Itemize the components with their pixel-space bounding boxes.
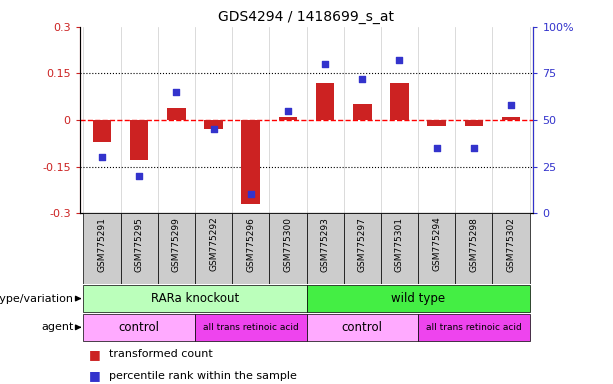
FancyBboxPatch shape <box>492 213 530 284</box>
FancyBboxPatch shape <box>381 213 418 284</box>
Text: percentile rank within the sample: percentile rank within the sample <box>109 371 297 381</box>
Point <box>357 76 367 82</box>
Point <box>395 57 405 63</box>
Bar <box>130 120 148 161</box>
FancyBboxPatch shape <box>83 213 121 284</box>
Text: genotype/variation: genotype/variation <box>0 293 74 304</box>
FancyBboxPatch shape <box>83 285 306 313</box>
Point <box>283 108 293 114</box>
Text: GSM775295: GSM775295 <box>135 217 143 271</box>
Text: ■: ■ <box>89 369 101 382</box>
FancyBboxPatch shape <box>418 313 530 341</box>
Title: GDS4294 / 1418699_s_at: GDS4294 / 1418699_s_at <box>218 10 395 25</box>
Bar <box>93 120 112 142</box>
Text: agent: agent <box>41 322 74 333</box>
Text: GSM775298: GSM775298 <box>470 217 478 271</box>
FancyBboxPatch shape <box>455 213 492 284</box>
Text: wild type: wild type <box>391 292 445 305</box>
FancyBboxPatch shape <box>195 313 306 341</box>
Point <box>246 192 256 198</box>
Bar <box>167 108 186 120</box>
Text: GSM775302: GSM775302 <box>506 217 516 271</box>
Text: GSM775296: GSM775296 <box>246 217 255 271</box>
Point <box>320 61 330 67</box>
FancyBboxPatch shape <box>418 213 455 284</box>
Text: control: control <box>342 321 383 334</box>
FancyBboxPatch shape <box>306 313 418 341</box>
FancyBboxPatch shape <box>344 213 381 284</box>
Text: GSM775294: GSM775294 <box>432 217 441 271</box>
FancyBboxPatch shape <box>121 213 158 284</box>
Bar <box>353 104 371 120</box>
Bar <box>427 120 446 126</box>
Text: GSM775293: GSM775293 <box>321 217 330 271</box>
Text: all trans retinoic acid: all trans retinoic acid <box>203 323 299 332</box>
Text: transformed count: transformed count <box>109 349 213 359</box>
Text: all trans retinoic acid: all trans retinoic acid <box>426 323 522 332</box>
Point <box>134 173 144 179</box>
Text: GSM775299: GSM775299 <box>172 217 181 271</box>
FancyBboxPatch shape <box>232 213 269 284</box>
FancyBboxPatch shape <box>269 213 306 284</box>
Point <box>97 154 107 161</box>
Bar <box>204 120 223 129</box>
Point <box>208 126 218 132</box>
Bar <box>501 117 520 120</box>
Text: GSM775300: GSM775300 <box>283 217 292 271</box>
FancyBboxPatch shape <box>306 213 344 284</box>
Bar <box>242 120 260 204</box>
Bar <box>316 83 334 120</box>
Text: GSM775297: GSM775297 <box>358 217 367 271</box>
Point <box>506 102 516 108</box>
Text: GSM775292: GSM775292 <box>209 217 218 271</box>
FancyBboxPatch shape <box>83 313 195 341</box>
Text: GSM775301: GSM775301 <box>395 217 404 271</box>
Bar <box>465 120 483 126</box>
Text: RARa knockout: RARa knockout <box>151 292 239 305</box>
FancyBboxPatch shape <box>306 285 530 313</box>
Bar <box>390 83 409 120</box>
Point <box>469 145 479 151</box>
Bar <box>279 117 297 120</box>
Text: control: control <box>119 321 159 334</box>
Point <box>172 89 181 95</box>
FancyBboxPatch shape <box>195 213 232 284</box>
FancyBboxPatch shape <box>158 213 195 284</box>
Text: ■: ■ <box>89 348 101 361</box>
Point <box>432 145 441 151</box>
Text: GSM775291: GSM775291 <box>97 217 107 271</box>
